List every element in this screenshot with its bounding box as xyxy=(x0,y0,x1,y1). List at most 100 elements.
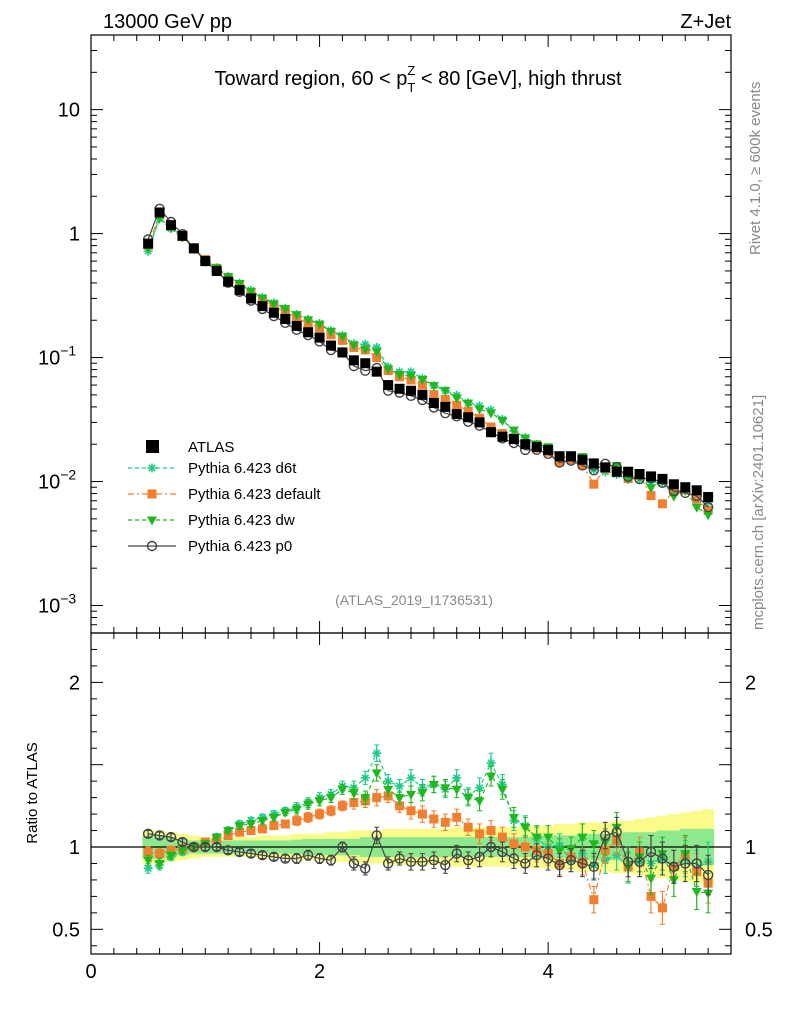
main-point-dw xyxy=(417,376,428,386)
ratio-point-p0 xyxy=(497,846,508,858)
ratio-point-dw xyxy=(348,789,359,799)
atlas-point xyxy=(520,439,531,450)
ratio-point-dw xyxy=(646,874,656,884)
ratio-point-dw xyxy=(291,805,302,815)
main-point-d6t xyxy=(360,339,370,349)
ratio-point-default xyxy=(589,895,599,905)
main-point-dw xyxy=(326,327,336,337)
ratio-point-p0 xyxy=(234,846,245,858)
plot-title: Toward region, 60 < pZ T < 80 [GeV], high… xyxy=(214,63,621,95)
atlas-point xyxy=(348,355,359,366)
ratio-point-dw xyxy=(257,817,268,827)
ratio-y-tick-label: 0.5 xyxy=(52,919,80,941)
ratio-point-default xyxy=(337,801,347,811)
ratio-point-p0 xyxy=(394,853,405,864)
ratio-point-dw xyxy=(451,785,462,795)
ratio-point-d6t xyxy=(395,781,405,791)
main-point-dw xyxy=(383,365,394,375)
main-point-default xyxy=(463,406,473,416)
ratio-panel: 0.5 0.5 1 1 2 2 Ratio to ATLAS xyxy=(24,632,773,955)
x-tick-label: 0 xyxy=(85,961,96,983)
ratio-point-default xyxy=(246,826,256,836)
main-panel: 10−3 10−2 10−1 1 10 Toward region, 60 < pZ T … xyxy=(38,34,732,634)
ratio-point-dw xyxy=(428,780,439,790)
atlas-point xyxy=(703,492,714,503)
ratio-point-default xyxy=(406,806,416,816)
main-frame xyxy=(90,34,732,634)
ratio-point-p0 xyxy=(417,856,428,868)
ratio-point-p0 xyxy=(611,826,622,838)
ratio-point-d6t xyxy=(406,773,416,783)
ratio-point-default xyxy=(452,812,462,822)
ratio-point-default xyxy=(520,842,530,852)
legend-marker-d6t xyxy=(147,463,157,473)
ratio-point-default xyxy=(269,821,279,831)
ratio-point-dw xyxy=(234,822,245,832)
ratio-point-p0 xyxy=(405,856,417,868)
ratio-point-p0 xyxy=(360,863,371,874)
ratio-point-dw xyxy=(166,851,176,861)
main-point-dw xyxy=(337,332,348,342)
atlas-point xyxy=(577,454,588,465)
ratio-point-p0 xyxy=(462,854,474,866)
legend-label-p0: Pythia 6.423 p0 xyxy=(188,538,292,555)
ratio-point-dw xyxy=(691,887,702,897)
main-point-dw xyxy=(268,300,279,310)
atlas-point xyxy=(200,256,211,267)
main-point-dw xyxy=(474,405,485,415)
ratio-point-p0 xyxy=(668,861,680,872)
ratio-point-p0 xyxy=(554,859,565,871)
ratio-point-p0 xyxy=(222,845,234,856)
atlas-point xyxy=(268,307,279,318)
main-point-dw xyxy=(360,345,371,355)
ratio-point-default xyxy=(235,827,245,837)
atlas-point xyxy=(680,482,691,493)
ratio-point-p0 xyxy=(531,850,542,861)
ratio-point-dw xyxy=(577,833,588,843)
atlas-point xyxy=(543,444,554,455)
ratio-point-default xyxy=(509,839,519,849)
ratio-point-dw xyxy=(588,840,599,850)
ratio-point-dw xyxy=(337,785,348,795)
ratio-point-d6t xyxy=(452,773,462,783)
main-point-dw xyxy=(371,348,382,358)
ratio-point-default xyxy=(326,806,336,816)
main-point-dw xyxy=(486,409,496,419)
ratio-point-dw xyxy=(246,820,256,830)
main-point-dw xyxy=(314,320,325,330)
legend: ATLAS Pythia 6.423 d6t Pythia 6.423 defau… xyxy=(128,439,321,555)
ratio-point-default xyxy=(395,801,405,811)
ratio-line-p0 xyxy=(148,831,709,876)
main-point-default xyxy=(429,390,439,400)
ratio-point-p0 xyxy=(382,858,394,869)
main-point-dw xyxy=(246,287,256,297)
main-point-dw xyxy=(440,386,451,396)
main-point-p0 xyxy=(702,501,714,513)
atlas-point xyxy=(634,469,645,480)
main-point-default xyxy=(372,353,382,363)
atlas-point xyxy=(428,398,439,409)
ratio-point-d6t xyxy=(475,783,485,793)
atlas-point xyxy=(646,471,656,482)
ratio-point-default xyxy=(155,849,165,859)
ratio-point-dw xyxy=(440,784,451,794)
atlas-point xyxy=(588,458,599,469)
main-point-dw xyxy=(691,503,702,513)
atlas-point xyxy=(383,380,394,391)
atlas-point xyxy=(223,276,234,287)
ratio-point-dw xyxy=(463,794,474,804)
ratio-point-dw xyxy=(394,794,405,804)
atlas-point xyxy=(600,462,611,473)
main-y-tick-label: 10−3 xyxy=(38,590,76,617)
atlas-point xyxy=(474,417,485,428)
ratio-point-p0 xyxy=(325,854,337,866)
ratio-point-p0 xyxy=(645,846,657,858)
ratio-point-default xyxy=(646,891,656,901)
ratio-point-default xyxy=(292,816,302,826)
ratio-point-p0 xyxy=(588,861,600,872)
ratio-point-p0 xyxy=(622,856,634,868)
ratio-point-p0 xyxy=(474,851,485,863)
ratio-point-default xyxy=(440,817,450,827)
atlas-point xyxy=(234,285,245,296)
ratio-point-dw xyxy=(268,813,279,823)
